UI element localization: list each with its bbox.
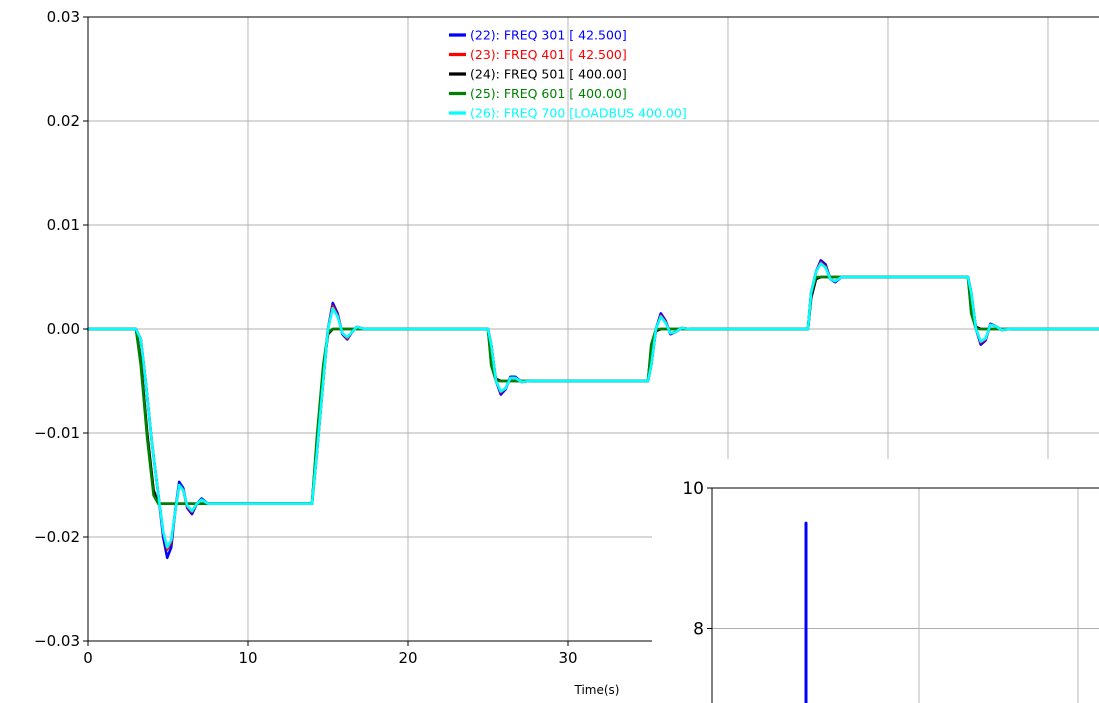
y-tick-label: 0.03 [47,8,80,26]
y-tick-label: 0.01 [47,216,80,234]
series-line-5 [86,262,1099,549]
inset-grid [712,488,1099,703]
legend-label: (22): FREQ 301 [ 42.500] [470,28,627,43]
legend-label: (25): FREQ 601 [ 400.00] [470,86,627,101]
inset-y-axis-ticks: 10 8 [682,479,712,640]
inset-plot: 10 8 [652,459,1099,703]
x-tick-label: 0 [83,649,93,667]
y-tick-label: −0.02 [34,528,80,546]
inset-axes-spines [711,487,1099,703]
y-tick-label: 0.00 [47,320,80,338]
legend-label: (24): FREQ 501 [ 400.00] [470,67,627,82]
main-series-group [86,259,1099,560]
y-tick-label: −0.03 [34,632,80,650]
main-x-axis-ticks: 0 10 20 30 [83,641,578,667]
x-tick-label: 10 [238,649,257,667]
inset-background [652,459,1099,703]
y-tick-label: 0.02 [47,112,80,130]
legend-label: (23): FREQ 401 [ 42.500] [470,47,627,62]
legend-label: (26): FREQ 700 [LOADBUS 400.00] [470,106,687,121]
inset-y-tick-label: 10 [682,479,704,499]
main-y-axis-ticks: 0.03 0.02 0.01 0.00 −0.01 −0.02 −0.03 [34,8,88,650]
x-tick-label: 30 [558,649,577,667]
legend: (22): FREQ 301 [ 42.500] (23): FREQ 401 [… [449,28,687,121]
x-tick-label: 20 [398,649,417,667]
inset-y-tick-label: 8 [693,620,704,640]
x-axis-label: Time(s) [574,683,620,697]
y-tick-label: −0.01 [34,424,80,442]
